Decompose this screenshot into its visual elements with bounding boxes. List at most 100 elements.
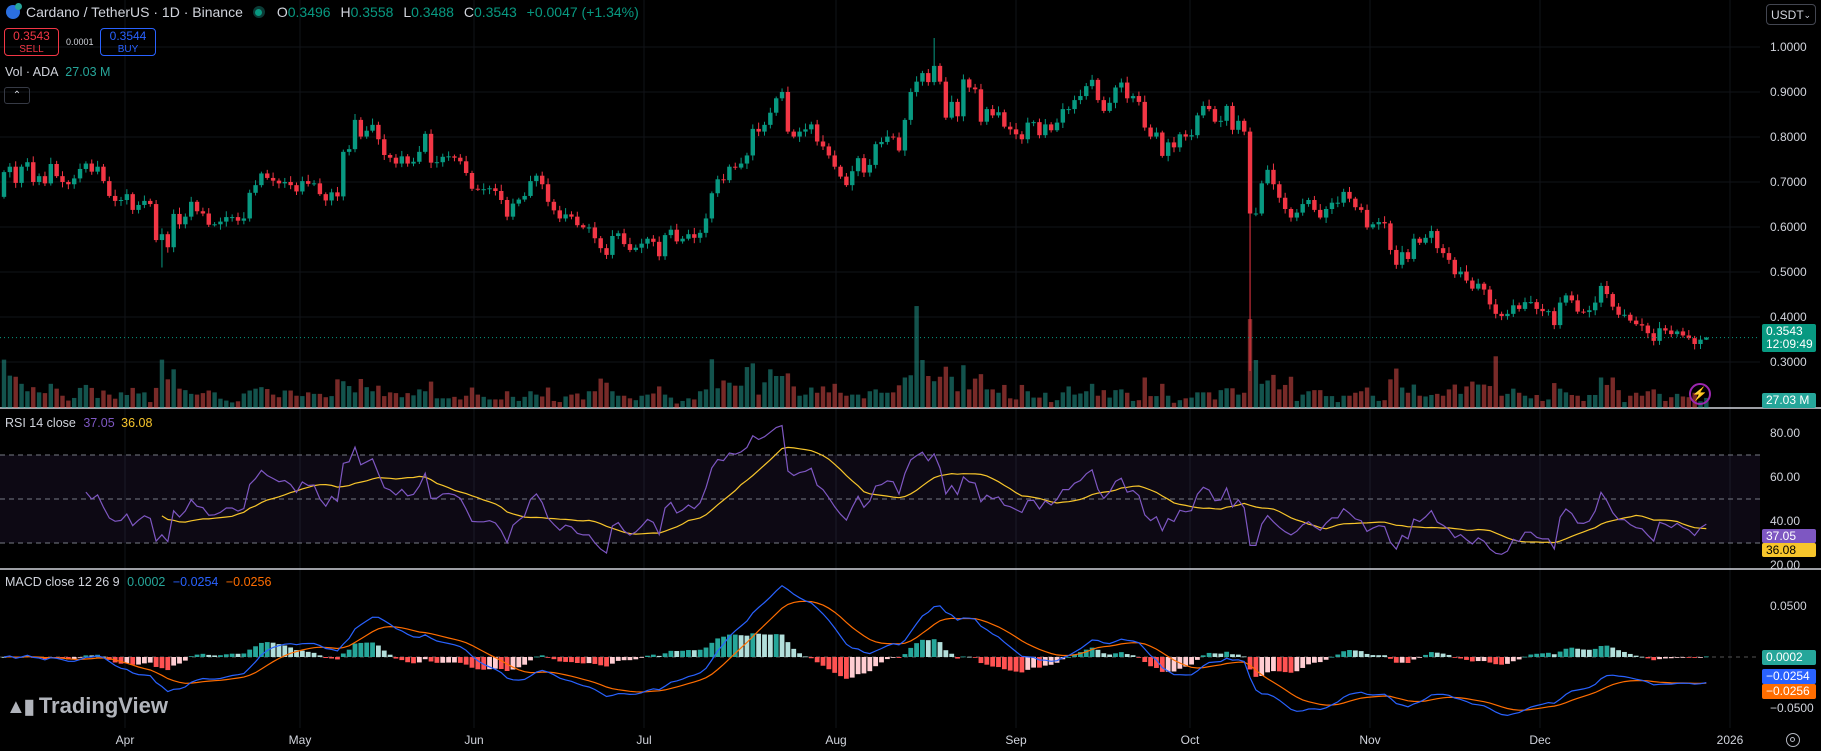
macd-histogram-bar xyxy=(1352,650,1358,657)
macd-histogram-bar xyxy=(1458,657,1464,659)
candle-body xyxy=(31,162,36,182)
rsi-legend[interactable]: RSI 14 close 37.05 36.08 xyxy=(5,416,152,430)
symbol-title[interactable]: Cardano / TetherUS · 1D · Binance xyxy=(26,4,243,20)
candle-body xyxy=(1072,100,1077,110)
candle-body xyxy=(996,112,1001,116)
macd-histogram-bar xyxy=(1528,654,1534,657)
candle-body xyxy=(504,200,510,217)
candle-body xyxy=(481,189,486,191)
volume-legend[interactable]: Vol · ADA 27.03 M xyxy=(5,65,110,79)
candle-body xyxy=(891,136,896,138)
volume-bar xyxy=(1493,356,1498,408)
lightning-icon[interactable]: ⚡ xyxy=(1689,383,1711,405)
volume-bar xyxy=(1657,393,1662,408)
macd-histogram-bar xyxy=(621,657,627,661)
buy-button[interactable]: 0.3544 BUY xyxy=(100,28,156,56)
macd-axis-label: −0.0500 xyxy=(1770,701,1814,715)
volume-bar xyxy=(446,398,451,408)
volume-bar xyxy=(423,391,428,408)
candle-body xyxy=(1382,222,1387,224)
sell-button[interactable]: 0.3543 SELL xyxy=(4,28,59,56)
candle-body xyxy=(844,176,849,186)
macd-histogram-bar xyxy=(218,655,223,657)
macd-histogram-bar xyxy=(1434,652,1440,657)
candle-body xyxy=(1651,333,1656,341)
collapse-legend-button[interactable]: ⌃ xyxy=(4,87,30,104)
volume-bar xyxy=(1212,399,1218,408)
volume-bar xyxy=(1674,393,1680,408)
candle-body xyxy=(762,124,767,132)
macd-histogram-bar xyxy=(118,657,124,664)
volume-bar xyxy=(463,395,469,408)
macd-histogram-bar xyxy=(1393,657,1399,663)
macd-histogram-bar xyxy=(1271,657,1276,672)
volume-bar xyxy=(920,360,925,408)
macd-histogram-bar xyxy=(844,657,849,679)
candle-body xyxy=(674,229,679,242)
sell-price: 0.3543 xyxy=(13,29,50,43)
macd-histogram-bar xyxy=(493,657,498,669)
rsi-ma-legend-value: 36.08 xyxy=(121,416,153,430)
macd-histogram-bar xyxy=(422,657,428,660)
volume-bar xyxy=(19,383,24,408)
volume-bar xyxy=(1277,389,1282,408)
volume-bar xyxy=(54,388,59,408)
candle-body xyxy=(423,133,428,152)
candle-body xyxy=(1593,302,1598,311)
candle-body xyxy=(1101,100,1106,111)
macd-histogram-bar xyxy=(352,643,358,657)
macd-histogram-bar xyxy=(463,657,469,665)
tradingview-logo[interactable]: ▲▮ TradingView xyxy=(6,693,168,719)
buy-label: BUY xyxy=(117,44,139,55)
settings-gear-icon[interactable] xyxy=(1786,733,1800,747)
macd-histogram-bar xyxy=(1118,652,1124,657)
candle-body xyxy=(1125,82,1130,99)
volume-bar xyxy=(1633,392,1639,408)
volume-bar xyxy=(159,359,165,408)
macd-histogram-bar xyxy=(1335,654,1341,657)
macd-histogram-bar xyxy=(580,657,586,664)
candle-body xyxy=(1300,204,1305,213)
volume-bar xyxy=(1411,384,1417,408)
macd-histogram-bar xyxy=(966,656,972,658)
volume-bar xyxy=(1288,376,1294,408)
volume-bar xyxy=(610,391,615,408)
macd-histogram-bar xyxy=(908,647,914,657)
volume-bar xyxy=(1107,397,1112,408)
candle-body xyxy=(832,155,837,167)
candle-body xyxy=(551,201,557,211)
macd-histogram-bar xyxy=(1581,649,1586,657)
volume-bar xyxy=(1563,392,1569,408)
volume-bar xyxy=(1312,390,1317,408)
macd-histogram-bar xyxy=(1095,649,1101,657)
candle-body xyxy=(218,221,223,225)
volume-bar xyxy=(727,382,732,408)
volume-bar xyxy=(487,399,492,408)
candle-body xyxy=(1171,142,1177,148)
macd-histogram-bar xyxy=(1230,654,1235,657)
volume-bar xyxy=(247,390,252,408)
time-axis-label: May xyxy=(288,733,312,747)
macd-histogram-bar xyxy=(791,648,797,657)
rsi-axis-label: 40.00 xyxy=(1770,514,1801,528)
macd-histogram-bar xyxy=(1469,657,1475,662)
candle-body xyxy=(1048,124,1054,131)
currency-select[interactable]: USDT ⌄ xyxy=(1766,4,1816,25)
volume-bar xyxy=(1130,400,1136,408)
macd-histogram-bar xyxy=(1019,657,1025,673)
macd-histogram-bar xyxy=(656,655,662,657)
volume-bar xyxy=(124,394,130,408)
volume-bar xyxy=(762,382,767,408)
macd-histogram-bar xyxy=(1282,657,1288,673)
change-value: +0.0047 (+1.34%) xyxy=(526,4,639,20)
candle-body xyxy=(1288,209,1294,218)
volume-bar xyxy=(1552,383,1557,408)
candle-body xyxy=(48,164,53,184)
macd-histogram-bar xyxy=(1586,649,1592,657)
candle-body xyxy=(563,214,568,219)
macd-legend[interactable]: MACD close 12 26 9 0.0002 −0.0254 −0.025… xyxy=(5,575,271,589)
candle-body xyxy=(1669,330,1674,335)
candle-body xyxy=(177,213,182,225)
candle-body xyxy=(1540,308,1545,312)
